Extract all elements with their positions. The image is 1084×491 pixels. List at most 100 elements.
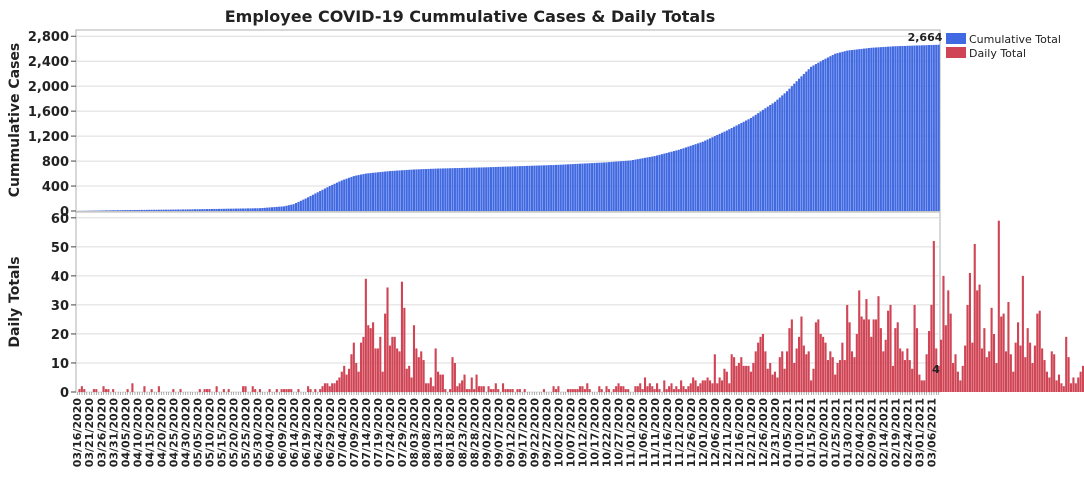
bar [535,165,538,211]
bar [906,45,909,211]
bar [653,389,656,392]
bar [201,209,204,211]
bar [749,118,752,211]
bar [511,166,514,211]
bar [891,46,894,211]
bar [875,47,878,212]
bar [439,374,442,392]
bar [675,386,678,392]
x-tick-label: 11/16/2020 [661,398,674,468]
bar [680,149,683,211]
bar [400,281,404,392]
bar [335,182,339,211]
bar [754,114,757,211]
bar [605,386,608,392]
bar [446,168,449,211]
bar [242,386,245,392]
bar [1007,302,1010,392]
bar [576,163,579,211]
bar [949,313,952,392]
bar [275,206,278,211]
bar [807,69,810,211]
bar [571,389,574,392]
bar [668,386,671,392]
bar [355,175,358,211]
bar [222,208,225,211]
bar [559,164,562,211]
bar [499,166,502,211]
bar [109,210,112,211]
bar [321,386,324,392]
bar [783,93,786,211]
bar [251,386,254,392]
bar [107,389,110,392]
bar [133,210,136,211]
bar [220,208,223,211]
bar [810,380,813,392]
bar [908,360,911,392]
bar [126,389,129,392]
bar [879,47,882,211]
bar [735,365,738,392]
bar [867,319,870,392]
y-tick-label: 60 [51,212,69,227]
bar [461,167,464,211]
bar [1069,383,1073,392]
bar [523,166,526,211]
bar [449,389,452,392]
bar [831,54,834,211]
bar [600,162,603,211]
bar [177,209,180,211]
bar [203,389,206,392]
bar [542,165,546,211]
bar [314,389,317,392]
bar [634,386,637,392]
bar [417,357,420,392]
bar [995,362,998,392]
bar [1029,342,1032,392]
x-tick-label: 02/24/2021 [902,398,915,467]
bar [598,386,601,392]
bar [504,166,507,211]
bar [988,351,991,392]
bar [104,210,107,211]
bar [759,336,762,392]
x-tick-label: 06/24/2020 [312,398,325,468]
bar [805,354,808,392]
bar [615,386,618,392]
bar [619,161,623,211]
bar [853,357,856,392]
bar [940,339,943,392]
bar [475,167,478,211]
x-tick-label: 07/14/2020 [360,398,373,468]
bar [574,163,577,211]
bar [843,360,846,392]
bar [694,380,697,392]
bar [865,299,868,392]
bar [287,205,290,211]
bar [646,157,649,211]
x-tick-label: 10/17/2020 [589,398,602,468]
bar [711,383,714,392]
cumulative-panel: 0 400 800 1,200 1,600 2,000 2,400 2,800 [28,29,941,220]
bar [107,210,110,211]
bar [627,389,630,392]
bar [468,389,471,392]
bar [523,389,526,392]
bar [612,389,615,392]
bar [706,139,709,211]
bar [788,328,791,392]
bar [913,45,916,211]
bar [186,209,189,211]
bar [810,66,813,211]
bar [489,389,493,392]
bar [766,368,769,392]
x-tick-label: 12/16/2020 [733,398,746,468]
x-tick-label: 02/04/2021 [853,398,866,467]
y-tick-label: 20 [51,328,69,343]
bar [504,389,507,392]
bar [275,389,278,392]
bar [398,170,401,211]
bar [482,386,485,392]
y-tick-label: 10 [51,357,69,372]
